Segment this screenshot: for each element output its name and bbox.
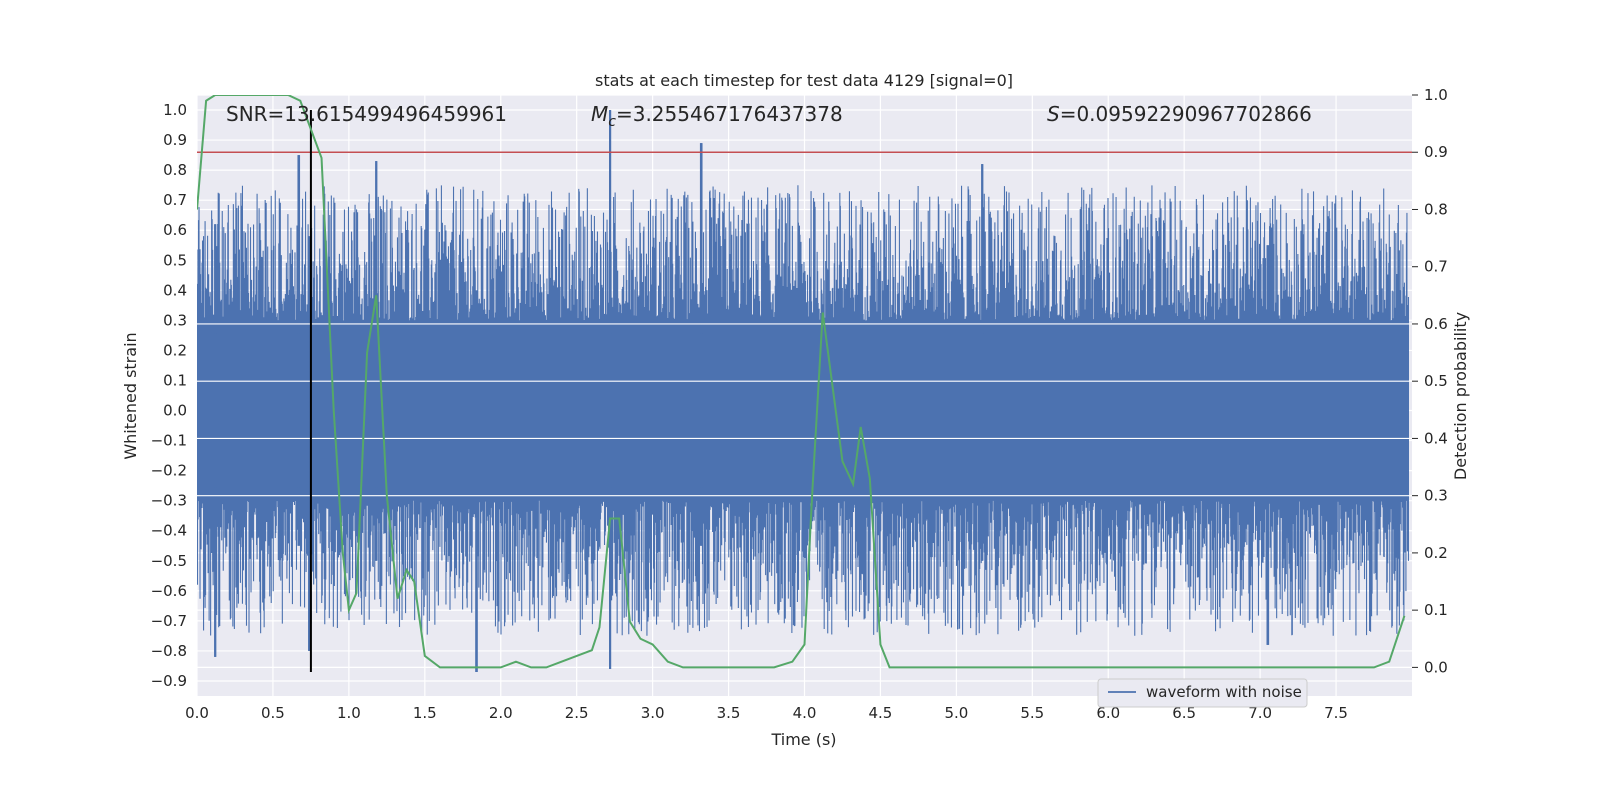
x-tick-label: 3.0 <box>641 704 665 722</box>
y-left-tick-label: 0.1 <box>163 371 187 389</box>
y-axis-left-label: Whitened strain <box>121 332 140 459</box>
y-left-tick-label: 0.5 <box>163 251 187 269</box>
x-tick-label: 0.0 <box>185 704 209 722</box>
y-left-tick-label: 0.6 <box>163 221 187 239</box>
y-left-tick-label: 1.0 <box>163 101 187 119</box>
y-left-tick-label: 0.8 <box>163 161 187 179</box>
x-tick-label: 1.5 <box>413 704 437 722</box>
y-right-tick-label: 0.0 <box>1424 658 1448 676</box>
x-tick-label: 3.5 <box>717 704 741 722</box>
x-tick-label: 4.5 <box>869 704 893 722</box>
s-annotation: S=0.09592290967702866 <box>1047 102 1312 126</box>
y-left-tick-label: −0.5 <box>151 552 187 570</box>
y-right-tick-label: 0.5 <box>1424 372 1448 390</box>
x-axis-ticks: 0.0 0.5 1.0 1.5 2.0 2.5 3.0 3.5 4.0 4.5 5.0 5.5 6.0 6… <box>185 704 1348 722</box>
y-left-tick-label: −0.6 <box>151 582 187 600</box>
y-left-tick-label: −0.1 <box>151 432 187 450</box>
x-tick-label: 1.0 <box>337 704 361 722</box>
waveform-core <box>197 333 1409 488</box>
y-right-tick-label: 0.1 <box>1424 601 1448 619</box>
y-left-tick-label: −0.8 <box>151 642 187 660</box>
y-left-tick-label: 0.3 <box>163 311 187 329</box>
y-left-tick-label: 0.0 <box>163 402 187 420</box>
legend: waveform with noise <box>1097 678 1308 708</box>
x-tick-label: 7.5 <box>1324 704 1348 722</box>
chirp-mass-annotation: Mc=3.255467176437378 <box>591 102 843 130</box>
y-axis-right-ticks: 0.0 0.1 0.2 0.3 0.4 0.5 0.6 0.7 0.8 0.9 1.0 <box>1412 86 1448 676</box>
legend-label: waveform with noise <box>1146 683 1302 701</box>
x-tick-label: 7.0 <box>1248 704 1272 722</box>
y-right-tick-label: 0.3 <box>1424 487 1448 505</box>
y-left-tick-label: −0.9 <box>151 672 187 690</box>
x-tick-label: 0.5 <box>261 704 285 722</box>
x-tick-label: 6.5 <box>1172 704 1196 722</box>
y-left-tick-label: 0.7 <box>163 191 187 209</box>
y-right-tick-label: 0.8 <box>1424 200 1448 218</box>
y-right-tick-label: 0.7 <box>1424 258 1448 276</box>
y-axis-right-label: Detection probability <box>1451 312 1470 480</box>
y-left-tick-label: −0.2 <box>151 462 187 480</box>
x-tick-label: 5.0 <box>944 704 968 722</box>
y-right-tick-label: 0.4 <box>1424 429 1448 447</box>
y-left-tick-label: −0.4 <box>151 522 187 540</box>
legend-box <box>1097 678 1308 708</box>
y-axis-left-ticks: −0.9 −0.8 −0.7 −0.6 −0.5 −0.4 −0.3 −0.2 −0.1 0.0 0… <box>151 101 187 690</box>
y-left-tick-label: 0.2 <box>163 341 187 359</box>
y-left-tick-label: 0.9 <box>163 131 187 149</box>
y-right-tick-label: 0.2 <box>1424 544 1448 562</box>
x-axis-label: Time (s) <box>770 730 836 749</box>
x-tick-label: 4.0 <box>793 704 817 722</box>
chart-title: stats at each timestep for test data 412… <box>595 71 1013 90</box>
x-tick-label: 6.0 <box>1096 704 1120 722</box>
y-right-tick-label: 0.9 <box>1424 143 1448 161</box>
y-left-tick-label: −0.3 <box>151 492 187 510</box>
x-tick-label: 2.0 <box>489 704 513 722</box>
y-right-tick-label: 0.6 <box>1424 315 1448 333</box>
x-tick-label: 2.5 <box>565 704 589 722</box>
y-left-tick-label: −0.7 <box>151 612 187 630</box>
y-left-tick-label: 0.4 <box>163 281 187 299</box>
x-tick-label: 5.5 <box>1020 704 1044 722</box>
snr-annotation: SNR=13.615499496459961 <box>226 102 507 126</box>
y-right-tick-label: 1.0 <box>1424 86 1448 104</box>
probability-series <box>197 95 1406 669</box>
waveform-series <box>197 110 1412 672</box>
